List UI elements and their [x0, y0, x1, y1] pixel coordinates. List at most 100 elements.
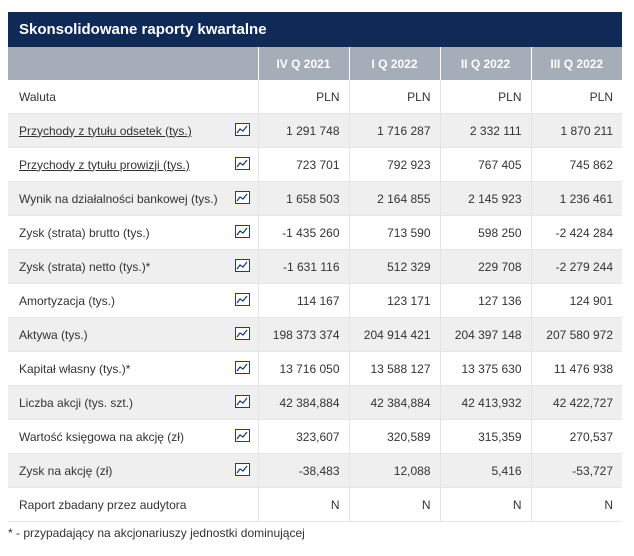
- row-label: Zysk (strata) netto (tys.)*: [19, 259, 151, 274]
- value-cell: 124 901: [530, 283, 622, 318]
- row-label-link[interactable]: Przychody z tytułu odsetek (tys.): [19, 123, 192, 138]
- column-header: III Q 2022: [530, 47, 622, 80]
- value-cell: N: [348, 487, 440, 522]
- table-row: Raport zbadany przez audytora N N N N: [8, 487, 622, 522]
- row-label-cell: Waluta: [8, 80, 258, 114]
- table-row: Kapitał własny (tys.)* 13 716 050 13 588 1…: [8, 351, 622, 386]
- value-cell: N: [439, 487, 531, 522]
- chart-icon[interactable]: [234, 191, 250, 204]
- value-cell: 2 164 855: [348, 181, 440, 216]
- value-cell: 723 701: [257, 147, 349, 182]
- table-row: Zysk (strata) netto (tys.)* -1 631 116 512…: [8, 249, 622, 284]
- table-row: Zysk (strata) brutto (tys.) -1 435 260 713…: [8, 215, 622, 250]
- value-cell: 792 923: [348, 147, 440, 182]
- table-row: Amortyzacja (tys.) 114 167 123 171 127 136 1…: [8, 283, 622, 318]
- row-label: Aktywa (tys.): [19, 327, 88, 342]
- value-cell: 114 167: [257, 283, 349, 318]
- row-label-cell: Przychody z tytułu prowizji (tys.): [8, 147, 258, 182]
- row-label: Wartość księgowa na akcję (zł): [19, 429, 184, 444]
- chart-icon[interactable]: [234, 463, 250, 476]
- row-label-cell: Amortyzacja (tys.): [8, 283, 258, 318]
- value-cell: PLN: [530, 80, 622, 114]
- value-cell: -1 435 260: [257, 215, 349, 250]
- value-cell: 12,088: [348, 453, 440, 488]
- value-cell: 323,607: [257, 419, 349, 454]
- row-label-cell: Liczba akcji (tys. szt.): [8, 385, 258, 420]
- value-cell: 123 171: [348, 283, 440, 318]
- footnote: * - przypadający na akcjonariuszy jednos…: [8, 526, 305, 540]
- row-label-cell: Kapitał własny (tys.)*: [8, 351, 258, 386]
- row-label-cell: Zysk (strata) brutto (tys.): [8, 215, 258, 250]
- row-label: Zysk na akcję (zł): [19, 463, 113, 478]
- table-row: Przychody z tytułu odsetek (tys.) 1 291 7…: [8, 113, 622, 148]
- value-cell: 315,359: [439, 419, 531, 454]
- value-cell: 713 590: [348, 215, 440, 250]
- value-cell: 1 716 287: [348, 113, 440, 148]
- chart-icon[interactable]: [234, 395, 250, 408]
- value-cell: 13 716 050: [257, 351, 349, 386]
- value-cell: PLN: [348, 80, 440, 114]
- table-row: Przychody z tytułu prowizji (tys.) 723 70…: [8, 147, 622, 182]
- value-cell: 1 236 461: [530, 181, 622, 216]
- table-row: Aktywa (tys.) 198 373 374 204 914 421 204 3…: [8, 317, 622, 352]
- value-cell: 745 862: [530, 147, 622, 182]
- header-blank-cell: [8, 47, 258, 80]
- row-label: Zysk (strata) brutto (tys.): [19, 225, 150, 240]
- value-cell: 5,416: [439, 453, 531, 488]
- row-label-cell: Aktywa (tys.): [8, 317, 258, 352]
- value-cell: PLN: [257, 80, 349, 114]
- value-cell: N: [530, 487, 622, 522]
- column-header: II Q 2022: [439, 47, 531, 80]
- row-label: Waluta: [19, 89, 56, 104]
- value-cell: 42 384,884: [257, 385, 349, 420]
- row-label-cell: Wynik na działalności bankowej (tys.): [8, 181, 258, 216]
- chart-icon[interactable]: [234, 225, 250, 238]
- value-cell: 229 708: [439, 249, 531, 284]
- panel-title: Skonsolidowane raporty kwartalne: [8, 12, 622, 47]
- value-cell: -53,727: [530, 453, 622, 488]
- table-row: Liczba akcji (tys. szt.) 42 384,884 42 384…: [8, 385, 622, 420]
- row-label-cell: Przychody z tytułu odsetek (tys.): [8, 113, 258, 148]
- value-cell: 42 413,932: [439, 385, 531, 420]
- table-row: Wartość księgowa na akcję (zł) 323,607 320…: [8, 419, 622, 454]
- row-label-link[interactable]: Przychody z tytułu prowizji (tys.): [19, 157, 190, 172]
- value-cell: 204 397 148: [439, 317, 531, 352]
- chart-icon[interactable]: [234, 157, 250, 170]
- row-label-cell: Raport zbadany przez audytora: [8, 487, 258, 522]
- table-row: Wynik na działalności bankowej (tys.) 1 6…: [8, 181, 622, 216]
- chart-icon[interactable]: [234, 361, 250, 374]
- value-cell: 207 580 972: [530, 317, 622, 352]
- value-cell: 204 914 421: [348, 317, 440, 352]
- chart-icon[interactable]: [234, 123, 250, 136]
- value-cell: 270,537: [530, 419, 622, 454]
- value-cell: 13 588 127: [348, 351, 440, 386]
- value-cell: 127 136: [439, 283, 531, 318]
- value-cell: -38,483: [257, 453, 349, 488]
- table-row: Zysk na akcję (zł) -38,483 12,088 5,416 -53,…: [8, 453, 622, 488]
- value-cell: -2 279 244: [530, 249, 622, 284]
- value-cell: -1 631 116: [257, 249, 349, 284]
- value-cell: 2 145 923: [439, 181, 531, 216]
- value-cell: 1 870 211: [530, 113, 622, 148]
- chart-icon[interactable]: [234, 259, 250, 272]
- row-label: Kapitał własny (tys.)*: [19, 361, 131, 376]
- column-header: I Q 2022: [348, 47, 440, 80]
- value-cell: 2 332 111: [439, 113, 531, 148]
- row-label-cell: Zysk (strata) netto (tys.)*: [8, 249, 258, 284]
- table-row: Waluta PLN PLN PLN PLN: [8, 80, 622, 114]
- value-cell: 42 422,727: [530, 385, 622, 420]
- value-cell: 42 384,884: [348, 385, 440, 420]
- chart-icon[interactable]: [234, 429, 250, 442]
- value-cell: 11 476 938: [530, 351, 622, 386]
- row-label-cell: Zysk na akcję (zł): [8, 453, 258, 488]
- row-label: Raport zbadany przez audytora: [19, 497, 187, 512]
- chart-icon[interactable]: [234, 327, 250, 340]
- value-cell: 598 250: [439, 215, 531, 250]
- row-label: Amortyzacja (tys.): [19, 293, 116, 308]
- chart-icon[interactable]: [234, 293, 250, 306]
- value-cell: N: [257, 487, 349, 522]
- value-cell: 1 291 748: [257, 113, 349, 148]
- value-cell: PLN: [439, 80, 531, 114]
- table-header-row: IV Q 2021 I Q 2022 II Q 2022 III Q 2022: [8, 47, 622, 80]
- column-header: IV Q 2021: [257, 47, 349, 80]
